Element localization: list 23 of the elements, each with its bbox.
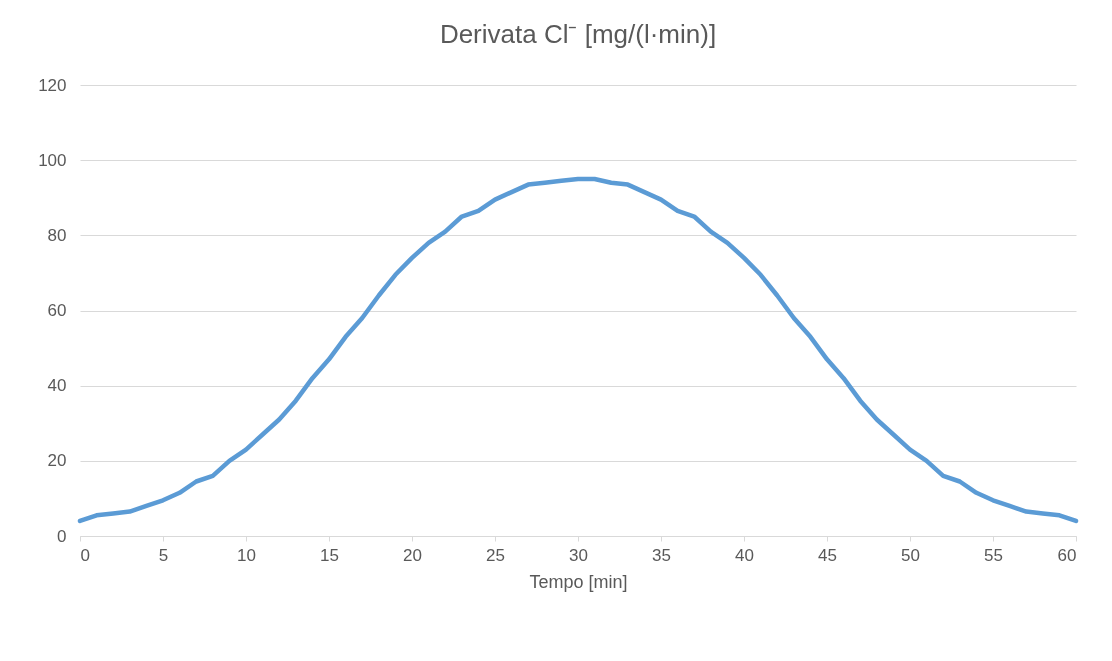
x-axis-title: Tempo [min] [529,571,628,592]
y-tick-label: 40 [47,376,67,396]
x-tick-label: 55 [984,545,1003,565]
x-tick-label: 60 [1057,545,1077,565]
x-tick-label: 25 [486,545,505,565]
y-tick-label: 20 [47,451,67,471]
x-tick-label: 10 [237,545,256,565]
x-tick-label: 45 [818,545,837,565]
x-tick-label: 30 [569,545,588,565]
x-tick-label: 15 [320,545,339,565]
x-tick-label: 50 [901,545,920,565]
x-tick-label: 5 [158,545,169,565]
y-tick-label: 0 [57,526,67,546]
y-tick-label: 60 [47,301,67,320]
y-tick-label: 80 [47,225,67,245]
x-tick-label: 0 [80,545,90,565]
y-tick-label: 120 [38,75,67,95]
x-tick-label: 35 [652,545,671,565]
x-tick-label: 20 [403,545,422,565]
x-tick-label: 40 [735,545,754,565]
line-series [77,176,1079,524]
y-tick-label: 100 [38,150,67,170]
chart-title: Derivata Cl⁻ [mg/(l·min)] [439,19,717,49]
